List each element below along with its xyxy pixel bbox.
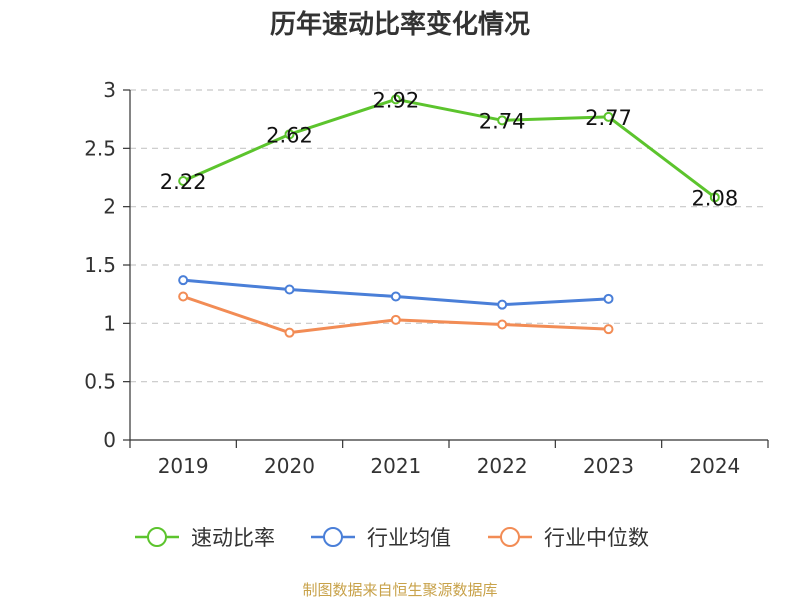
data-point[interactable] bbox=[284, 327, 295, 338]
legend-marker-icon bbox=[500, 527, 520, 547]
legend[interactable]: 速动比率 行业均值 行业中位数 bbox=[135, 526, 649, 550]
x-tick-label: 2021 bbox=[370, 454, 421, 478]
data-point[interactable] bbox=[497, 299, 508, 310]
series-2 bbox=[178, 291, 614, 338]
legend-item-1[interactable]: 行业均值 bbox=[311, 526, 451, 550]
data-labels: 2.22 2.62 2.92 2.74 2.77 2.08 bbox=[160, 88, 738, 210]
data-point[interactable] bbox=[497, 115, 508, 126]
y-tick-label: 3 bbox=[103, 78, 116, 102]
source-note: 制图数据来自恒生聚源数据库 bbox=[302, 581, 497, 599]
series-1 bbox=[178, 275, 614, 310]
y-tick-label: 0 bbox=[103, 428, 116, 452]
x-tick-label: 2024 bbox=[689, 454, 740, 478]
x-tick-label: 2023 bbox=[583, 454, 634, 478]
series-line bbox=[182, 97, 716, 199]
data-point[interactable] bbox=[390, 314, 401, 325]
series-0 bbox=[178, 94, 720, 203]
y-tick-label: 2 bbox=[103, 195, 116, 219]
legend-label: 速动比率 bbox=[191, 526, 275, 550]
legend-label: 行业中位数 bbox=[544, 526, 649, 550]
legend-marker-icon bbox=[147, 527, 167, 547]
x-tick-label: 2022 bbox=[477, 454, 528, 478]
data-point[interactable] bbox=[709, 192, 720, 203]
data-point[interactable] bbox=[284, 284, 295, 295]
y-tick-label: 0.5 bbox=[84, 370, 116, 394]
data-point[interactable] bbox=[603, 111, 614, 122]
y-tick-label: 1.5 bbox=[84, 253, 116, 277]
data-point[interactable] bbox=[390, 291, 401, 302]
data-point[interactable] bbox=[497, 319, 508, 330]
data-label: 2.08 bbox=[691, 186, 738, 210]
legend-label: 行业均值 bbox=[367, 526, 451, 550]
x-tick-label: 2020 bbox=[264, 454, 315, 478]
legend-item-2[interactable]: 行业中位数 bbox=[488, 526, 649, 550]
legend-item-0[interactable]: 速动比率 bbox=[135, 526, 275, 550]
data-label: 2.62 bbox=[266, 123, 313, 147]
y-tick-label: 1 bbox=[103, 311, 116, 335]
data-point[interactable] bbox=[178, 291, 189, 302]
legend-marker-icon bbox=[323, 527, 343, 547]
chart-title: 历年速动比率变化情况 bbox=[270, 9, 530, 40]
data-label: 2.77 bbox=[585, 106, 632, 130]
data-label: 2.92 bbox=[372, 88, 419, 112]
axes: 0 0.5 1 1.5 2 2.5 3 2019 2020 2021 2022 2023 2024 bbox=[84, 78, 769, 478]
data-label: 2.74 bbox=[479, 109, 526, 133]
data-point[interactable] bbox=[603, 293, 614, 304]
data-point[interactable] bbox=[178, 275, 189, 286]
data-point[interactable] bbox=[178, 176, 189, 186]
x-tick-label: 2019 bbox=[158, 454, 209, 478]
y-tick-label: 2.5 bbox=[84, 136, 116, 160]
data-point[interactable] bbox=[603, 324, 614, 335]
gridlines bbox=[130, 89, 768, 383]
data-point[interactable] bbox=[390, 94, 401, 105]
series-group bbox=[178, 94, 720, 338]
data-point[interactable] bbox=[284, 129, 295, 140]
data-label: 2.22 bbox=[160, 170, 207, 194]
